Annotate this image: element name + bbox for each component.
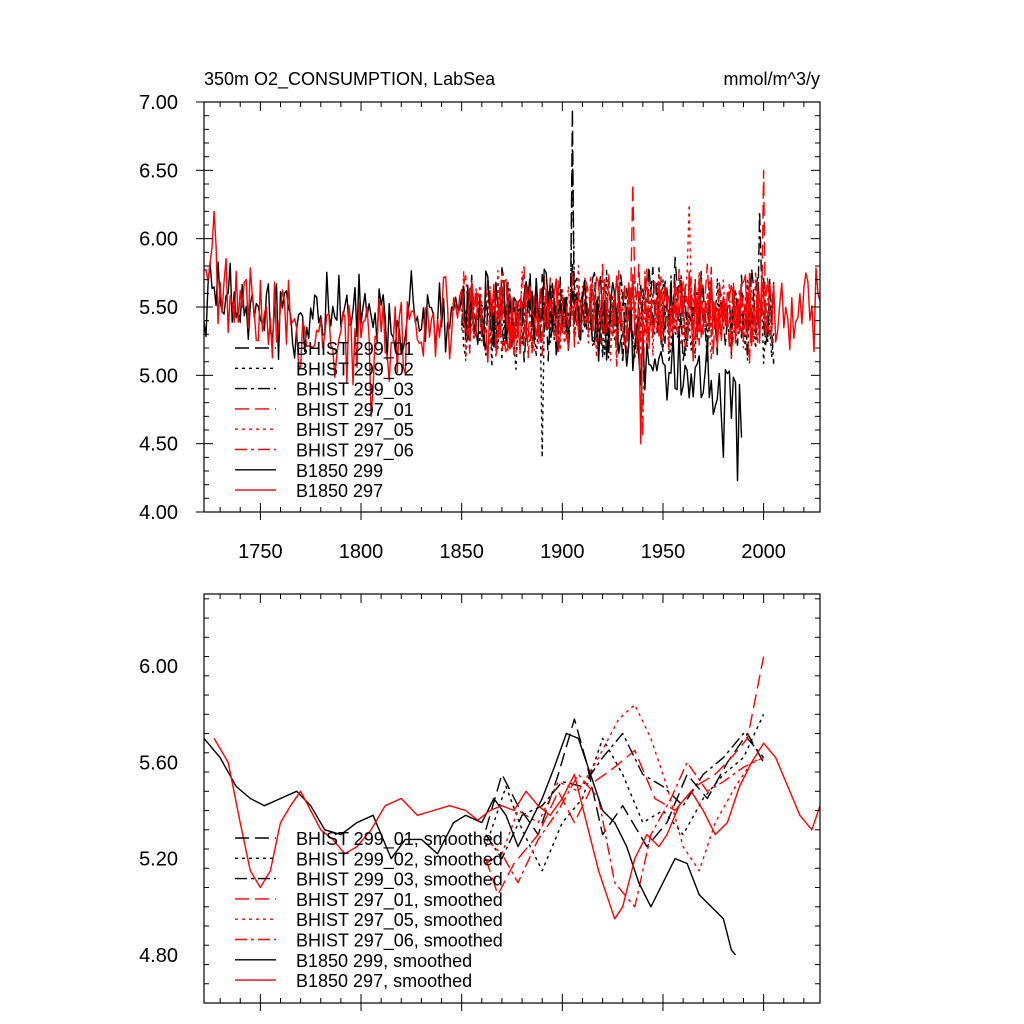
x-tick-label: 1750 (238, 541, 283, 563)
legend-label: B1850 297 (296, 481, 383, 501)
y-tick-label: 4.80 (139, 945, 178, 967)
series-line-b1850-297-smoothed (213, 738, 820, 920)
series-line-b1850-297 (204, 210, 820, 445)
series-line-bhist-299-03-smoothed (485, 732, 765, 860)
chart-title: 350m O2_CONSUMPTION, LabSea (204, 69, 496, 90)
legend-label: B1850 299, smoothed (296, 951, 472, 971)
units-label: mmol/m^3/y (724, 69, 820, 89)
series-line-bhist-297-05-smoothed (485, 704, 764, 872)
series-line-bhist-297-06-smoothed (485, 756, 764, 908)
y-tick-label: 4.00 (139, 502, 178, 524)
legend-label: BHIST 299_03, smoothed (296, 870, 503, 891)
legend-label: BHIST 299_01 (296, 339, 414, 360)
y-tick-label: 6.50 (139, 160, 178, 182)
legend-label: BHIST 297_06, smoothed (296, 931, 503, 952)
series-line-bhist-297-01-smoothed (485, 656, 765, 896)
legend-label: BHIST 299_03 (296, 380, 414, 401)
x-tick-label: 1950 (641, 541, 686, 563)
y-tick-label: 6.00 (139, 229, 178, 251)
y-tick-label: 5.50 (139, 297, 178, 319)
legend-label: BHIST 297_05, smoothed (296, 910, 503, 931)
legend-label: BHIST 297_01, smoothed (296, 890, 503, 911)
legend-label: BHIST 297_06 (296, 441, 414, 462)
x-tick-label: 1900 (540, 541, 585, 563)
plot-frame (203, 593, 821, 1004)
y-tick-label: 7.00 (139, 92, 178, 114)
y-tick-label: 6.00 (139, 656, 178, 678)
y-tick-label: 5.20 (139, 849, 178, 871)
series-line-bhist-299-02-smoothed (485, 714, 765, 872)
legend-label: BHIST 299_01, smoothed (296, 829, 503, 850)
legend-label: BHIST 297_05 (296, 420, 414, 441)
x-tick-label: 1800 (339, 541, 384, 563)
legend-label: BHIST 297_01 (296, 400, 414, 421)
legend-label: BHIST 299_02 (296, 359, 414, 380)
x-tick-label: 2000 (741, 541, 786, 563)
legend-label: BHIST 299_02, smoothed (296, 849, 503, 870)
legend-label: B1850 297, smoothed (296, 971, 472, 991)
y-tick-label: 5.00 (139, 365, 178, 387)
top-panel: 1750 1800 1850 1900 1950 2000 4.00 4.50 5.00 5.50… (139, 69, 821, 563)
x-tick-label: 1850 (439, 541, 484, 563)
legend-label: B1850 299 (296, 461, 383, 481)
series-line-bhist-297-01 (461, 169, 775, 364)
y-tick-label: 4.50 (139, 434, 178, 456)
y-tick-label: 5.60 (139, 752, 178, 774)
